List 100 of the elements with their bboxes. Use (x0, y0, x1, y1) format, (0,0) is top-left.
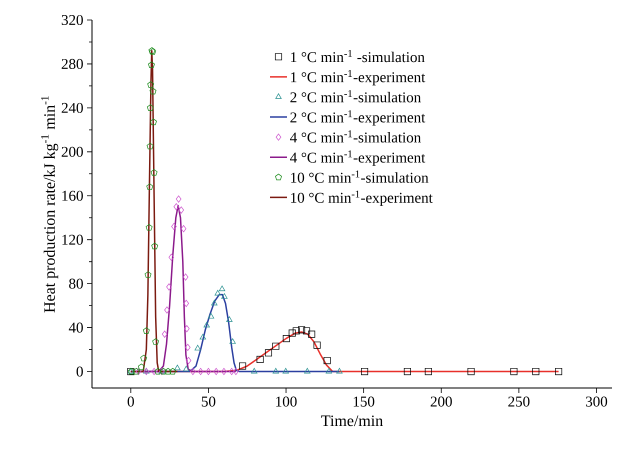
point (171, 222, 177, 230)
legend-label: 1 °C min$^{-1}$ -simulation (291, 50, 425, 62)
x-tick-label: 250 (508, 396, 530, 407)
point (186, 356, 192, 364)
legend-label: 1 °C min$^{-1}$-experiment (291, 70, 426, 86)
point (221, 368, 227, 376)
x-tick-label: 150 (354, 396, 374, 407)
point (226, 316, 232, 322)
point (272, 342, 280, 350)
point (218, 286, 226, 292)
point (140, 354, 148, 362)
point (326, 368, 332, 374)
point (164, 368, 172, 374)
point (146, 104, 154, 111)
y-tick-label: 240 (62, 102, 83, 113)
point (230, 338, 236, 344)
x-tick-label: 0 (128, 396, 134, 407)
y-tick-label: 80 (69, 278, 83, 289)
point (404, 368, 411, 376)
point (183, 366, 190, 372)
point (136, 368, 142, 376)
x-tick-label: 100 (276, 396, 297, 407)
point (178, 206, 184, 214)
point (211, 300, 218, 306)
point (146, 183, 154, 190)
point (314, 342, 321, 349)
point (164, 306, 170, 314)
point (194, 344, 201, 350)
point (190, 368, 196, 376)
point (308, 330, 316, 338)
x-tick-label: 200 (430, 396, 452, 407)
y-tick-label: 0 (76, 366, 83, 377)
point (154, 368, 162, 374)
point (184, 325, 190, 332)
point (424, 368, 432, 376)
point (298, 326, 306, 334)
point (182, 274, 188, 281)
legend-label: 2 °C min$^{-1}$-experiment (290, 110, 426, 126)
point (213, 368, 219, 376)
point (302, 327, 310, 334)
point (239, 362, 246, 370)
point (288, 330, 296, 337)
legend-label: 4 °C min$^{-1}$-simulation (290, 130, 421, 143)
point (214, 290, 221, 296)
point (150, 118, 157, 126)
x-tick-label: 50 (202, 396, 216, 407)
point (142, 327, 150, 334)
point (148, 61, 155, 68)
x-axis-title: Time/min (321, 415, 383, 426)
point (208, 313, 214, 319)
point (198, 368, 204, 376)
point (361, 368, 368, 376)
point (272, 368, 279, 374)
point (292, 327, 300, 334)
legend-label: 10 °C min$^{-1}$-experiment (291, 190, 433, 206)
legend-label: 10 °C min$^{-1}$-simulation (291, 170, 428, 183)
point (146, 142, 154, 150)
point (251, 368, 258, 374)
point (228, 368, 234, 376)
y-tick-label: 120 (62, 234, 83, 245)
legend-label: 2 °C min$^{-1}$-simulation (290, 90, 421, 102)
x-tick-label: 300 (586, 396, 608, 407)
point (176, 196, 182, 203)
y-axis-title: Heat production rate/kJ kg$^{-1}$ min$^{-1}$ (41, 96, 58, 312)
point (282, 368, 289, 374)
point (200, 334, 206, 340)
point (233, 368, 239, 376)
point (183, 300, 189, 307)
y-tick-label: 200 (62, 146, 83, 157)
point (180, 225, 186, 232)
legend-label: 4 °C min$^{-1}$-experiment (290, 150, 426, 166)
point (147, 81, 154, 88)
point (185, 344, 191, 351)
point (336, 368, 343, 374)
point (133, 368, 140, 374)
point (282, 335, 290, 342)
point (168, 254, 174, 261)
point (174, 364, 180, 370)
point (152, 338, 160, 345)
point (162, 330, 168, 338)
y-tick-label: 40 (68, 322, 83, 333)
point (264, 349, 272, 356)
point (138, 364, 145, 370)
point (532, 368, 540, 376)
point (174, 203, 180, 210)
line-series (130, 50, 178, 372)
point (151, 368, 157, 376)
point (151, 242, 158, 250)
point (206, 368, 212, 376)
y-tick-label: 280 (62, 58, 83, 69)
y-tick-label: 320 (62, 14, 83, 26)
point (146, 224, 153, 231)
point (169, 368, 176, 374)
point (204, 322, 210, 328)
point (510, 368, 518, 376)
point (166, 283, 172, 290)
point (468, 368, 475, 376)
point (150, 169, 158, 176)
y-tick-label: 160 (62, 190, 83, 201)
point (256, 356, 264, 363)
